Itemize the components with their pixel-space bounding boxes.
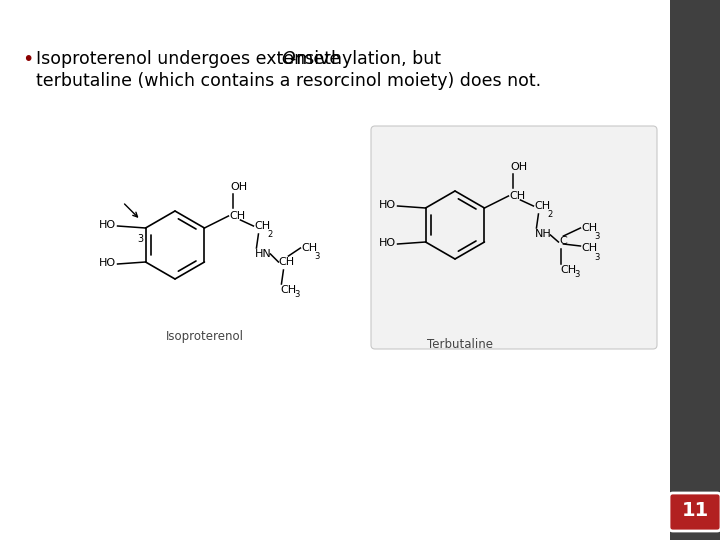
Text: 3: 3 [575, 270, 580, 279]
Text: CH: CH [302, 243, 318, 253]
Text: NH: NH [534, 229, 552, 239]
Text: OH: OH [510, 162, 528, 172]
Text: 3: 3 [138, 234, 144, 244]
FancyBboxPatch shape [669, 493, 720, 531]
Text: HO: HO [379, 200, 395, 210]
Text: CH: CH [281, 285, 297, 295]
FancyBboxPatch shape [371, 126, 657, 349]
Text: C: C [559, 236, 567, 246]
Text: CH: CH [254, 221, 271, 231]
Text: HO: HO [99, 220, 115, 230]
Text: CH: CH [560, 265, 577, 275]
Text: CH: CH [534, 201, 551, 211]
Text: CH: CH [582, 223, 598, 233]
Text: HN: HN [254, 249, 271, 259]
Text: 3: 3 [595, 253, 600, 262]
Text: Isoproterenol: Isoproterenol [166, 330, 244, 343]
Text: 2: 2 [267, 230, 273, 239]
Text: CH: CH [279, 257, 294, 267]
Text: CH: CH [582, 243, 598, 253]
Text: CH: CH [230, 211, 246, 221]
Text: HO: HO [99, 258, 115, 268]
Text: 11: 11 [681, 502, 708, 521]
Text: 3: 3 [294, 290, 300, 299]
Text: OH: OH [230, 182, 248, 192]
Text: terbutaline (which contains a resorcinol moiety) does not.: terbutaline (which contains a resorcinol… [36, 72, 541, 90]
Text: 3: 3 [595, 232, 600, 241]
Text: 3: 3 [315, 252, 320, 261]
Text: CH: CH [510, 191, 526, 201]
Text: 2: 2 [547, 210, 553, 219]
Bar [670, 0, 720, 540]
Text: Isoproterenol undergoes extensive: Isoproterenol undergoes extensive [36, 50, 346, 68]
Text: HO: HO [379, 238, 395, 248]
Text: -methylation, but: -methylation, but [290, 50, 441, 68]
Text: O: O [281, 50, 294, 68]
Text: •: • [22, 50, 33, 69]
Text: Terbutaline: Terbutaline [427, 338, 493, 351]
